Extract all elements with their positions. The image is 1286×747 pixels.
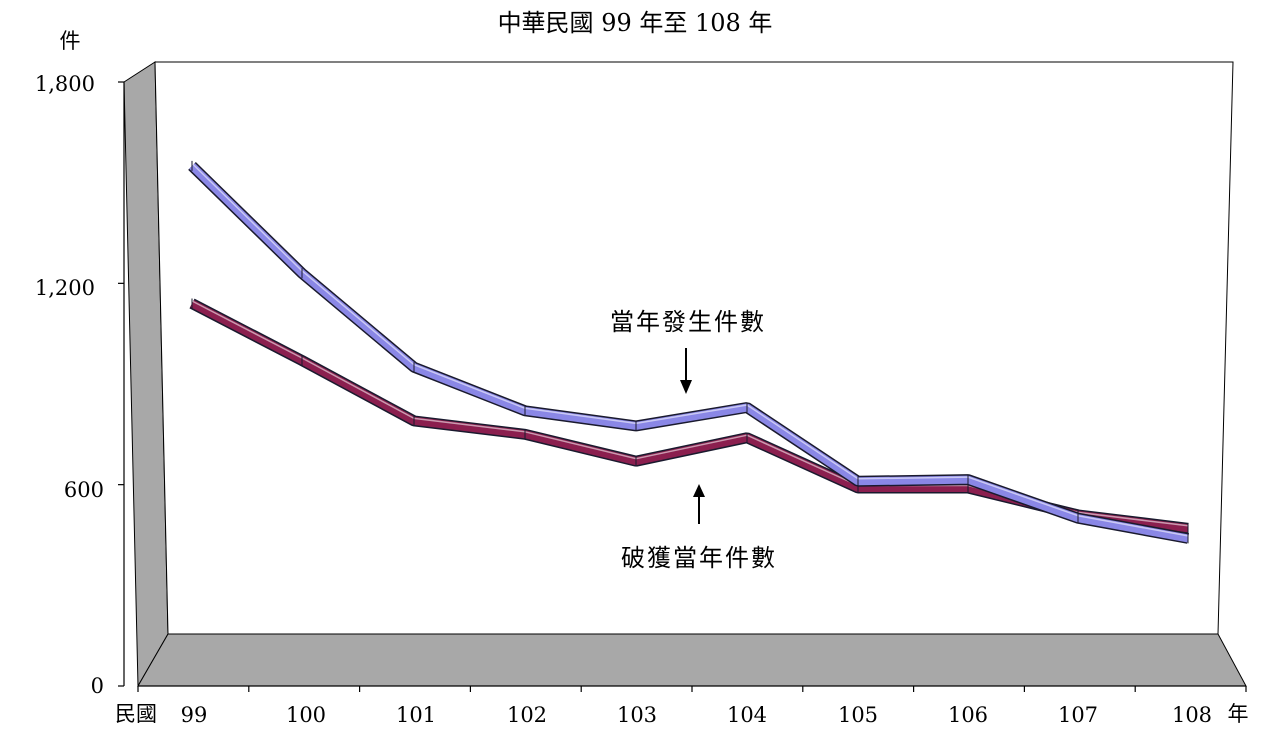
x-tick-label: 103 bbox=[617, 703, 657, 727]
floor bbox=[137, 633, 1247, 687]
annotation-arrowhead-solved bbox=[693, 484, 705, 497]
series-ribbon-body bbox=[189, 163, 1189, 543]
y-tick-marks bbox=[118, 81, 124, 687]
y-axis-unit-label: 件 bbox=[60, 29, 81, 53]
series-annotation-occurred: 當年發生件數 bbox=[610, 308, 766, 336]
x-tick-label: 104 bbox=[727, 703, 767, 727]
x-tick-label: 99 bbox=[181, 703, 208, 727]
y-tick-label: 600 bbox=[64, 478, 104, 502]
x-tick-label: 105 bbox=[838, 703, 878, 727]
y-tick-label: 1,200 bbox=[35, 276, 95, 300]
x-axis-prefix-label: 民國 bbox=[115, 702, 157, 726]
x-tick-label: 100 bbox=[286, 703, 326, 727]
series-ribbon-highlight bbox=[191, 162, 1189, 537]
x-tick-label: 107 bbox=[1058, 703, 1098, 727]
annotation-arrowhead-occurred bbox=[680, 380, 692, 394]
y-tick-label: 1,800 bbox=[35, 72, 95, 96]
series-line-occurred bbox=[188, 160, 1189, 544]
x-tick-label: 101 bbox=[396, 703, 436, 727]
series-annotation-solved: 破獲當年件數 bbox=[621, 544, 777, 572]
chart-title: 中華民國 99 年至 108 年 bbox=[498, 9, 773, 37]
x-tick-marks bbox=[137, 686, 1247, 692]
series-layer bbox=[188, 160, 1189, 544]
x-tick-label: 106 bbox=[948, 703, 988, 727]
y-tick-label: 0 bbox=[91, 674, 104, 698]
x-tick-label: 102 bbox=[507, 703, 547, 727]
x-tick-label: 108 bbox=[1172, 703, 1212, 727]
x-axis-suffix-label: 年 bbox=[1228, 702, 1249, 726]
